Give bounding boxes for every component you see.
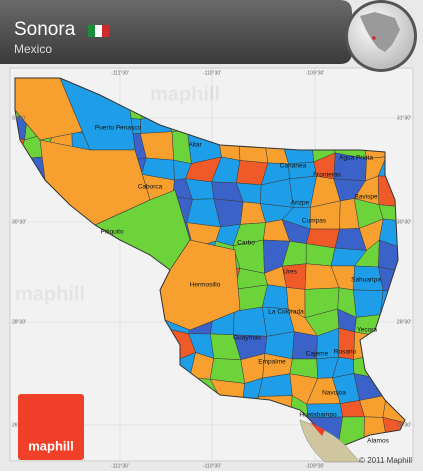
place-label: Puerto Penasco <box>95 125 142 132</box>
logo[interactable] <box>18 394 84 460</box>
subtitle: Mexico <box>14 42 52 56</box>
place-label: Altar <box>188 142 202 149</box>
place-label: Pitiquito <box>100 229 124 236</box>
place-label: Sahuaripa <box>351 277 381 284</box>
place-label: Empalme <box>258 359 286 366</box>
place-label: Rosario <box>334 349 357 356</box>
coord-label: -110°30' <box>203 463 221 469</box>
region <box>353 289 384 318</box>
flag <box>88 25 109 37</box>
region <box>233 306 268 337</box>
coord-label: 30°30' <box>12 219 26 225</box>
coord-label: 31°30' <box>397 115 411 121</box>
logo-text[interactable]: maphill <box>28 438 74 453</box>
header-bar <box>0 0 352 64</box>
place-label: Ures <box>283 269 297 276</box>
place-label: Cumpas <box>302 218 327 225</box>
place-label: Bavispe <box>354 194 378 201</box>
place-label: Cajeme <box>306 351 329 358</box>
globe-marker <box>372 36 376 40</box>
coord-label: 30°30' <box>397 219 411 225</box>
coord-label: 28°30' <box>12 319 26 325</box>
place-label: Yecora <box>357 327 377 334</box>
place-label: Cananea <box>280 163 307 170</box>
place-label: Huatabampo <box>299 412 337 419</box>
place-label: Carbo <box>237 240 255 247</box>
coord-label: -109°30' <box>306 463 325 469</box>
copyright: © 2011 Maphill <box>359 456 412 465</box>
coord-label: -110°30' <box>203 70 221 76</box>
place-label: Hermosillo <box>190 282 221 289</box>
coord-label: -111°30' <box>111 463 129 469</box>
place-label: Fronteras <box>313 172 342 179</box>
place-label: Arizpe <box>291 200 310 207</box>
globe-land <box>360 12 400 52</box>
coord-label: 28°30' <box>397 319 411 325</box>
title: Sonora <box>14 19 76 40</box>
coord-label: -109°30' <box>306 70 325 76</box>
place-label: La Colorada <box>268 309 304 316</box>
place-label: Caborca <box>138 184 163 191</box>
coord-label: 26°30' <box>397 422 411 428</box>
coord-label: -111°30' <box>111 70 129 76</box>
watermark: maphill <box>150 83 220 105</box>
place-label: Agua Prieta <box>339 155 373 162</box>
place-label: Navojoa <box>322 390 346 397</box>
coord-label: 31°30' <box>12 115 26 121</box>
place-label: Alamos <box>367 438 389 445</box>
inset-map <box>299 419 361 463</box>
place-labels: Puerto Penasco Caborca Altar Pitiquito Hermo… <box>95 125 390 445</box>
watermark: maphill <box>15 283 85 305</box>
place-label: Guaymas <box>233 335 262 342</box>
